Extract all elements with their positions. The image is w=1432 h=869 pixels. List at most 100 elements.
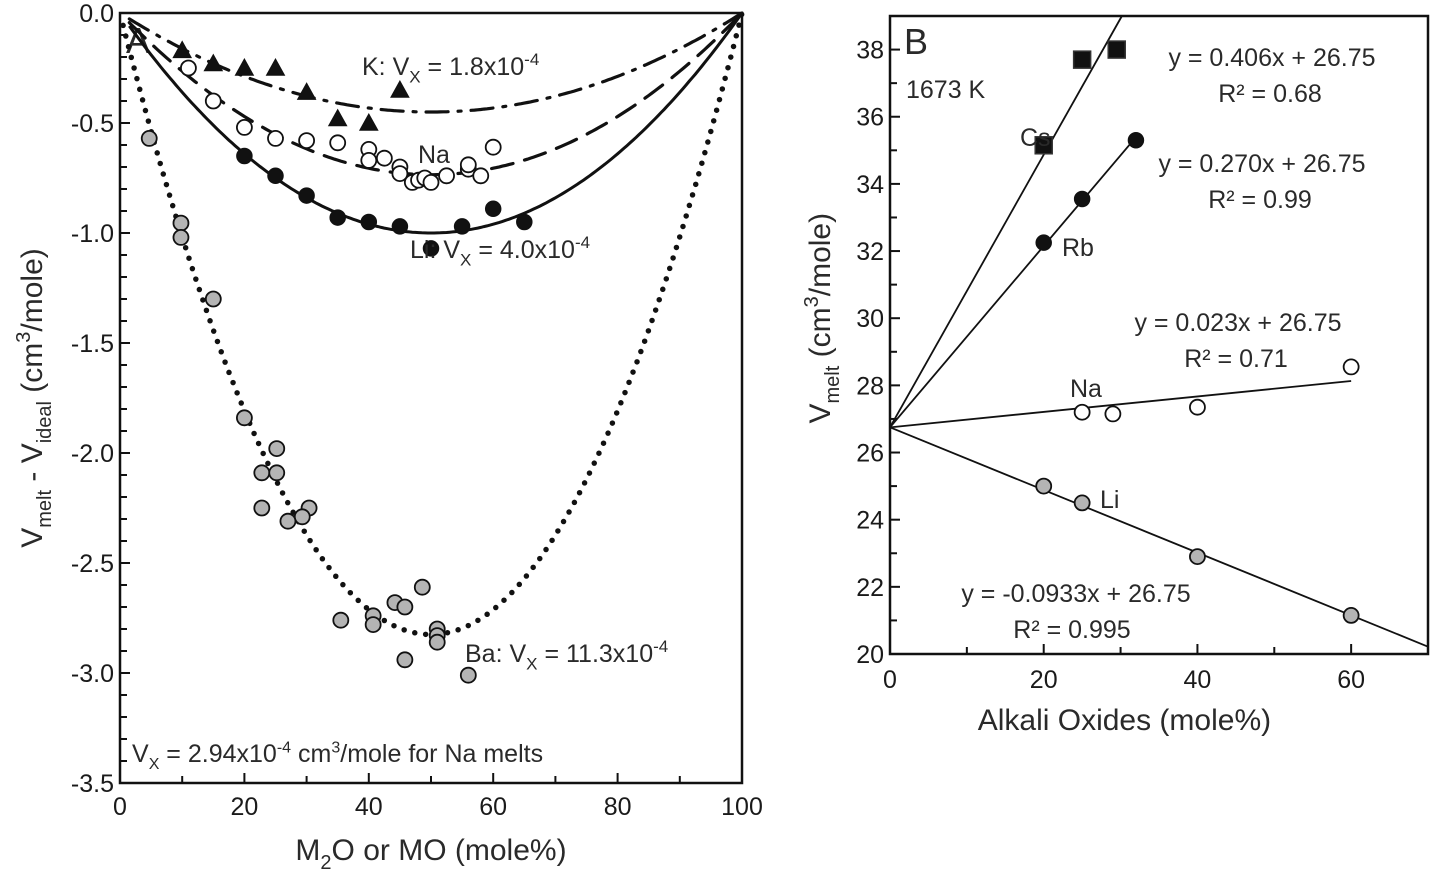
text-part: K: V (362, 53, 410, 81)
x-tick-label: 0 (883, 666, 897, 694)
subscript: ideal (34, 401, 56, 443)
text-part: O or MO (mole%) (332, 834, 567, 867)
data-point-ba (253, 464, 271, 482)
x-tick-label: 0 (113, 793, 127, 821)
superscript: -4 (524, 50, 539, 69)
data-point-ba (396, 598, 414, 616)
x-axis-title: M2O or MO (mole%) (295, 834, 566, 869)
y-tick-label: -3.5 (71, 770, 114, 798)
y-tick-label: -2.0 (71, 440, 114, 468)
fit-line-li (889, 426, 1429, 648)
data-point-na (1104, 405, 1122, 423)
y-axis-title: Vmelt - Videal (cm3/mole) (13, 248, 56, 548)
text-part: (cm (804, 307, 837, 365)
data-point-na (235, 119, 253, 136)
data-point-li (484, 200, 502, 218)
data-point-rb (1073, 190, 1091, 208)
x-tick-label: 80 (604, 793, 632, 821)
series-label-li: Li: VX = 4.0x10-4 (410, 233, 590, 270)
data-point-li (329, 209, 346, 226)
text-part: M (295, 834, 320, 867)
data-point-li (391, 218, 409, 235)
data-point-na (204, 92, 222, 110)
panel-a: 0 20 40 60 80 100 0.0 -0.5 -1.0 -1.5 -2.0 -2.5 -3.0 -… (13, 0, 763, 869)
r-squared-li: R² = 0.995 (1013, 616, 1130, 644)
series-na (1073, 358, 1360, 423)
data-point-li (453, 218, 471, 235)
data-point-k (390, 79, 410, 98)
fit-line-rb (889, 136, 1137, 428)
data-point-na (484, 138, 502, 156)
data-point-ba (235, 409, 253, 427)
data-point-ba (293, 508, 311, 526)
series-label-na: Na (418, 141, 450, 169)
subscript: X (460, 251, 471, 270)
data-point-k (296, 82, 317, 100)
y-tick-label: 38 (856, 37, 884, 65)
series-li (236, 147, 533, 257)
data-point-k (358, 112, 379, 131)
superscript: -4 (653, 637, 668, 656)
data-point-li (267, 167, 284, 185)
data-point-ba (268, 440, 286, 458)
data-point-ba (413, 578, 431, 596)
y-tick-label: 26 (856, 440, 884, 468)
equation-na: y = 0.023x + 26.75 (1134, 309, 1341, 337)
data-point-na (267, 129, 284, 147)
fit-curve-li (128, 12, 744, 235)
data-point-ba (204, 290, 222, 308)
text-part: /mole for Na melts (340, 740, 543, 768)
subscript: melt (34, 490, 56, 528)
y-tick-label: -3.0 (71, 660, 114, 688)
y-tick-label: 22 (856, 574, 884, 602)
data-point-k (203, 53, 224, 72)
data-point-ba (459, 666, 477, 684)
series-li (1035, 477, 1360, 624)
x-tick-label: 40 (1184, 666, 1212, 694)
x-tick-label: 60 (479, 793, 507, 821)
data-point-na (375, 149, 393, 167)
data-point-na (422, 173, 440, 191)
footnote: VX = 2.94x10-4 cm3/mole for Na melts (132, 739, 543, 773)
data-point-rb (1127, 131, 1145, 149)
r-squared-na: R² = 0.71 (1184, 345, 1288, 373)
data-point-na (438, 167, 455, 185)
equation-rb: y = 0.270x + 26.75 (1158, 150, 1365, 178)
y-tick-label: 24 (856, 507, 884, 535)
text-part: Na (418, 141, 450, 169)
fit-line-cs (889, 15, 1123, 428)
text-part: (cm (16, 343, 49, 401)
data-point-na (391, 165, 409, 183)
data-point-na (1073, 403, 1091, 421)
data-point-ba (268, 464, 286, 482)
y-tick-label: 34 (856, 171, 884, 199)
data-point-ba (364, 616, 382, 633)
data-point-ba (140, 129, 158, 147)
data-point-li (236, 147, 253, 165)
data-point-ba (253, 499, 271, 517)
series-label-rb: Rb (1062, 234, 1094, 262)
y-tick-label: -1.5 (71, 330, 114, 358)
data-point-li (516, 213, 533, 231)
data-point-na (180, 59, 197, 77)
data-point-k (265, 57, 286, 76)
equation-cs: y = 0.406x + 26.75 (1168, 44, 1375, 72)
fit-line-na (889, 380, 1352, 429)
temperature-label: 1673 K (906, 76, 986, 104)
data-point-k (172, 40, 193, 59)
data-point-k (327, 108, 348, 127)
superscript: 3 (13, 332, 35, 343)
data-point-ba (279, 512, 297, 530)
r-squared-rb: R² = 0.99 (1208, 186, 1312, 214)
x-tick-label: 20 (1030, 666, 1058, 694)
r-squared-cs: R² = 0.68 (1218, 80, 1322, 108)
data-point-ba (172, 214, 190, 232)
data-point-li (422, 240, 440, 257)
data-point-k (234, 57, 255, 76)
data-point-li (360, 213, 378, 231)
data-point-ba (396, 651, 414, 669)
x-tick-label: 100 (721, 793, 763, 821)
x-tick-label: 60 (1337, 666, 1365, 694)
